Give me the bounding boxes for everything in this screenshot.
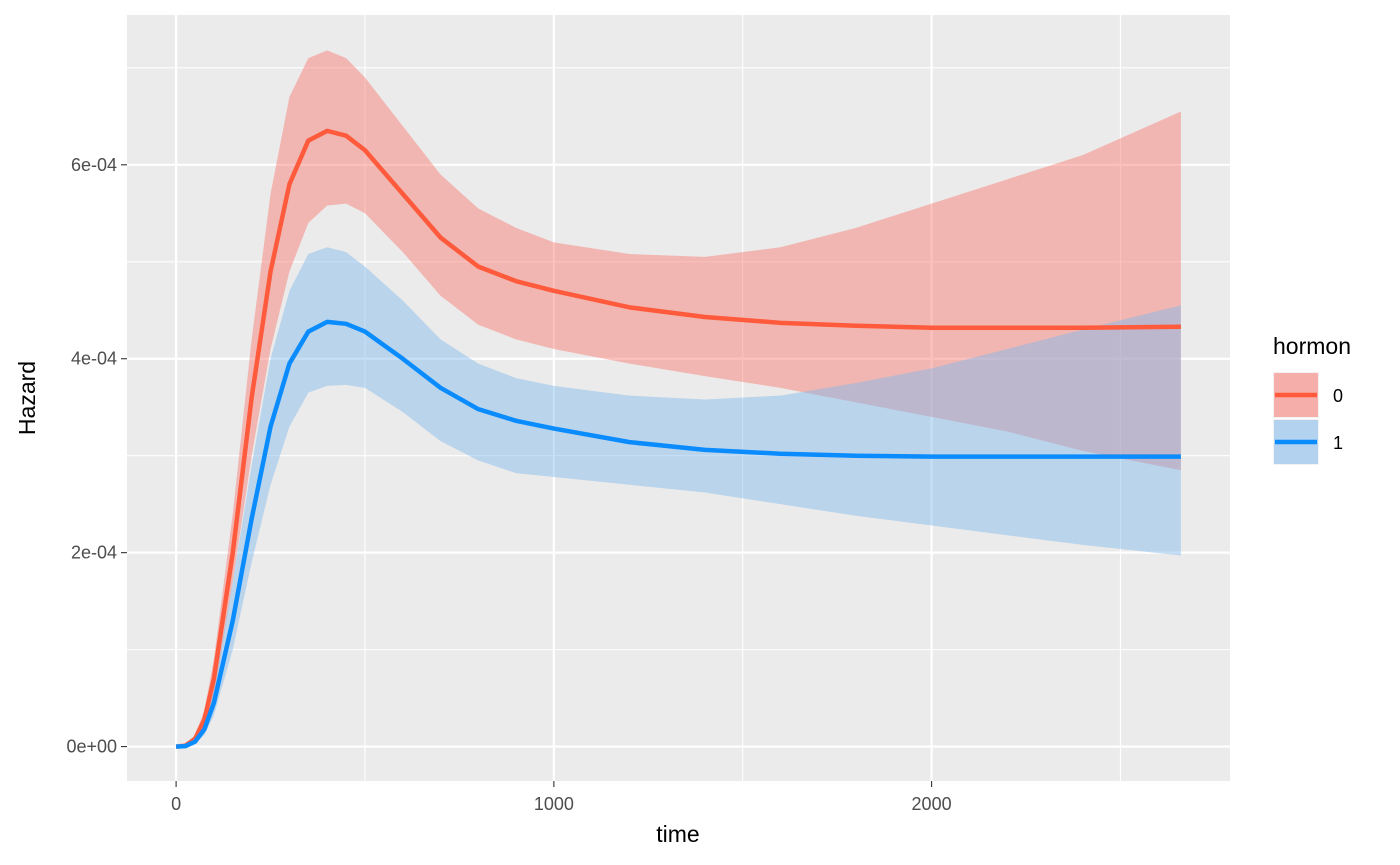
hazard-line-1 bbox=[175, 319, 1181, 749]
y-tick-label: 0e+00 bbox=[66, 737, 117, 757]
y-tick-label: 6e-04 bbox=[71, 155, 117, 175]
legend-label: 1 bbox=[1333, 433, 1343, 453]
axes: 0 1000 2000 0e+00 2e-04 4e-04 6e-04 bbox=[66, 155, 951, 814]
hazard-lines bbox=[175, 128, 1181, 749]
y-axis-title: Hazard bbox=[14, 361, 40, 435]
legend-title: hormon bbox=[1273, 333, 1351, 359]
legend-keys: 01 bbox=[1273, 372, 1343, 465]
x-axis-title: time bbox=[656, 821, 699, 847]
legend-key-1 bbox=[1273, 419, 1319, 465]
confidence-band-1 bbox=[176, 247, 1181, 747]
y-tick-label: 2e-04 bbox=[71, 543, 117, 563]
y-tick-label: 4e-04 bbox=[71, 349, 117, 369]
x-tick-label: 1000 bbox=[534, 794, 574, 814]
x-tick-label: 0 bbox=[171, 794, 181, 814]
plot-panel bbox=[127, 15, 1230, 781]
x-tick-label: 2000 bbox=[912, 794, 952, 814]
major-gridlines bbox=[127, 15, 1230, 781]
minor-gridlines bbox=[127, 15, 1230, 781]
legend: hormon 01 bbox=[1273, 333, 1351, 465]
legend-key-0 bbox=[1273, 372, 1319, 418]
hazard-line-0 bbox=[175, 128, 1181, 749]
legend-label: 0 bbox=[1333, 386, 1343, 406]
